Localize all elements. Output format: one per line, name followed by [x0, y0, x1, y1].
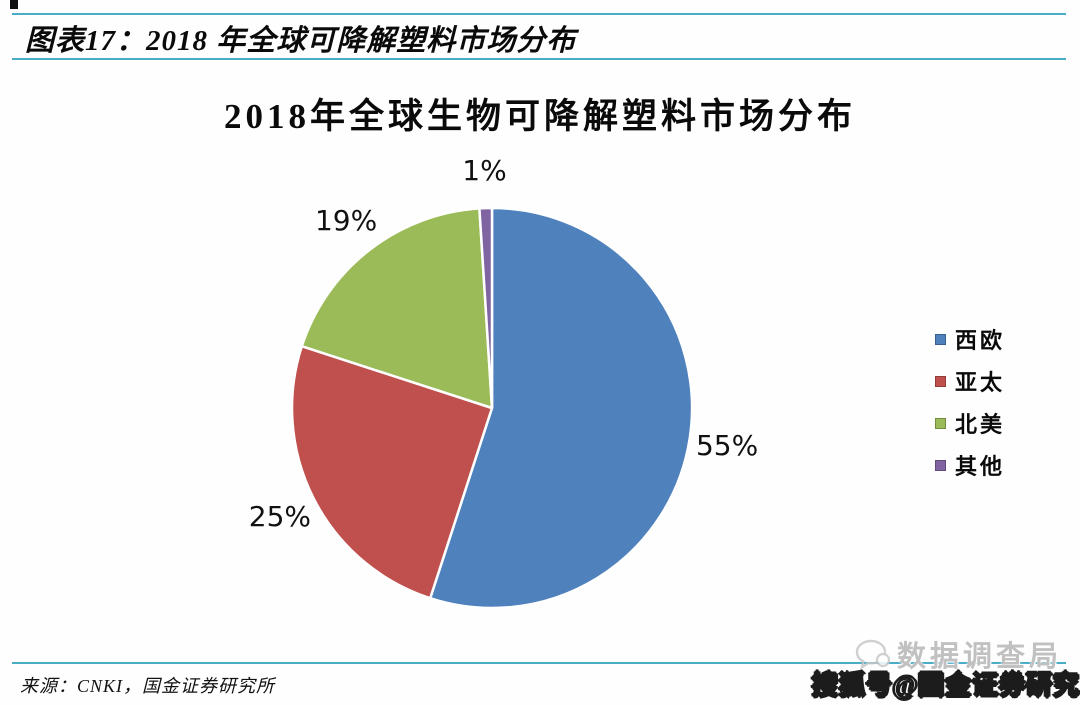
watermark-data-bureau: 数据调查局	[855, 633, 1062, 675]
watermark-data-bureau-text: 数据调查局	[896, 641, 1062, 673]
header-top-rule	[12, 13, 1066, 15]
legend-label-west-europe: 西欧	[955, 328, 1006, 353]
pie-slice-north-america	[300, 207, 494, 410]
footer-rule	[12, 662, 1066, 664]
pie-percent-label-other: 1%	[462, 154, 506, 187]
pie-slice-west-europe	[428, 206, 694, 610]
chart-legend: 西欧 亚太 北美 其他	[935, 318, 1065, 486]
header-bottom-rule	[12, 58, 1066, 60]
legend-label-north-america: 北美	[955, 412, 1006, 437]
legend-item-other: 其他	[935, 444, 1065, 486]
legend-item-north-america: 北美	[935, 402, 1065, 444]
source-note: 来源：CNKI，国金证券研究所	[20, 676, 276, 696]
pie-percent-label-west-europe: 55%	[696, 429, 758, 462]
speech-bubble-logo-icon	[855, 639, 891, 669]
legend-swatch-north-america	[935, 417, 946, 429]
legend-swatch-other	[935, 459, 946, 471]
pie-percent-label-asia-pacific: 25%	[249, 500, 311, 533]
page-corner-mark	[10, 0, 18, 9]
pie-slice-other	[478, 206, 494, 410]
pie-slice-asia-pacific	[290, 344, 494, 600]
legend-item-west-europe: 西欧	[935, 318, 1065, 360]
legend-label-other: 其他	[955, 454, 1006, 479]
pie-percent-label-north-america: 19%	[315, 204, 377, 237]
chart-title: 2018年全球生物可降解塑料市场分布	[223, 97, 856, 136]
figure-caption: 图表17：2018 年全球可降解塑料市场分布	[25, 25, 577, 57]
legend-label-asia-pacific: 亚太	[955, 370, 1006, 395]
watermark-sohu: 搜狐号@国金证券研究	[811, 670, 1080, 701]
legend-swatch-west-europe	[935, 333, 946, 345]
legend-swatch-asia-pacific	[935, 375, 946, 387]
legend-item-asia-pacific: 亚太	[935, 360, 1065, 402]
